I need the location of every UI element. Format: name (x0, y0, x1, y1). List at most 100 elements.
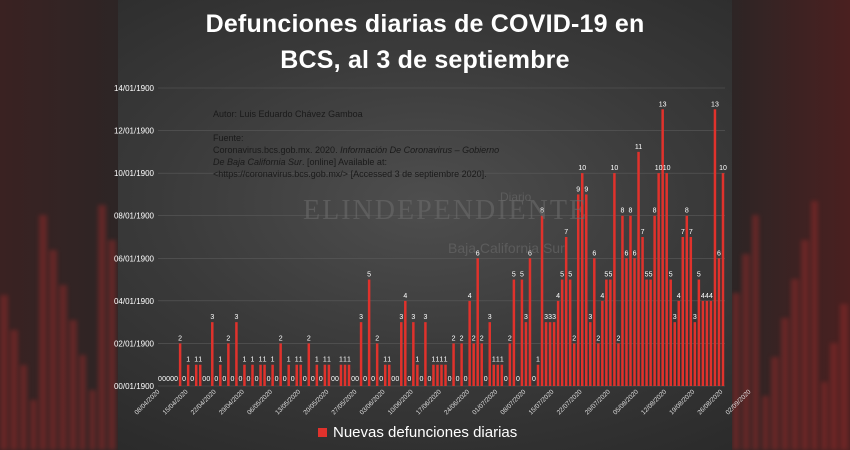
legend-swatch (318, 428, 327, 437)
data-label: 0 (230, 376, 234, 383)
bar (472, 343, 475, 386)
x-tick-label: 29/04/2020 (218, 388, 246, 416)
background-blurred-bar (108, 240, 116, 450)
data-label: 2 (480, 335, 484, 342)
bar (669, 279, 672, 386)
data-label: 10 (578, 165, 586, 172)
data-label: 0 (335, 376, 339, 383)
data-label: 11 (635, 144, 642, 151)
bar (677, 300, 681, 386)
x-tick-label: 06/05/2020 (246, 388, 274, 416)
data-label: 1 (271, 357, 275, 364)
data-label: 7 (641, 229, 645, 236)
background-blurred-bar (19, 365, 28, 450)
data-label: 1 (415, 357, 419, 364)
background-blurred-bar (810, 201, 819, 450)
x-tick-label: 20/05/2020 (302, 388, 330, 416)
data-label: 0 (351, 376, 355, 383)
x-tick-label: 10/06/2020 (387, 388, 415, 416)
x-tick-label: 08/07/2020 (499, 388, 527, 416)
bar (685, 215, 689, 386)
data-label: 1 (492, 357, 496, 364)
data-label: 4 (701, 293, 705, 300)
x-tick-label: 01/07/2020 (471, 388, 499, 416)
data-label: 0 (464, 376, 468, 383)
source-label: Fuente: (213, 133, 244, 143)
bar (709, 300, 713, 386)
bar (198, 364, 202, 386)
data-label: 1 (339, 357, 343, 364)
bar (637, 151, 640, 386)
x-tick-label: 17/06/2020 (415, 388, 443, 416)
data-label: 0 (170, 376, 174, 383)
bar (613, 173, 616, 386)
x-tick-label: 12/08/2020 (640, 388, 668, 416)
data-label: 0 (214, 376, 218, 383)
background-blurred-bar (791, 279, 799, 450)
data-label: 1 (436, 357, 440, 364)
data-label: 4 (600, 293, 604, 300)
data-label: 5 (512, 272, 516, 279)
data-label: 0 (355, 376, 359, 383)
x-tick-label: 15/04/2020 (162, 388, 190, 416)
bar (528, 258, 532, 386)
data-label: 5 (649, 272, 653, 279)
data-label: 2 (460, 335, 464, 342)
author-note: Autor: Luis Eduardo Chávez Gamboa (213, 109, 363, 119)
bar (488, 322, 492, 386)
data-label: 10 (663, 165, 671, 172)
data-label: 0 (275, 376, 279, 383)
data-label: 3 (411, 314, 415, 321)
data-label: 7 (564, 229, 568, 236)
background-blurred-bar (781, 318, 789, 450)
background-blurred-bar (0, 295, 8, 450)
bar (339, 364, 343, 386)
data-label: 0 (182, 376, 186, 383)
data-label: 2 (226, 335, 230, 342)
bar (400, 322, 403, 386)
data-label: 0 (303, 376, 307, 383)
data-label: 9 (576, 186, 580, 193)
bar (271, 364, 274, 386)
bar (564, 237, 568, 386)
bar (560, 279, 564, 386)
bar (524, 322, 528, 386)
bar (186, 364, 190, 386)
data-label: 4 (705, 293, 709, 300)
data-label: 2 (307, 335, 311, 342)
data-label: 13 (711, 101, 719, 108)
bar (717, 258, 721, 386)
data-label: 0 (363, 376, 367, 383)
source-line1-italic: Información De Coronavirus – Gobierno (340, 145, 500, 155)
bar (412, 322, 415, 386)
data-label: 0 (532, 376, 536, 383)
data-label: 0 (504, 376, 508, 383)
y-tick-label: 14/01/1900 (114, 84, 155, 93)
x-tick-label: 22/07/2020 (556, 388, 584, 416)
left-blurred-background (0, 0, 118, 450)
bar (713, 109, 717, 387)
bar (383, 364, 387, 386)
data-label: 0 (427, 376, 431, 383)
data-label: 6 (528, 250, 532, 257)
bar (576, 194, 580, 386)
bar (194, 364, 198, 386)
x-tick-label: 29/07/2020 (584, 388, 612, 416)
background-blurred-bar (39, 215, 48, 450)
bar (404, 300, 407, 386)
data-label: 4 (556, 293, 560, 300)
bar (416, 364, 419, 386)
source-line3: <https://coronavirus.bcs.gob.mx/> [Acces… (213, 169, 487, 179)
data-label: 5 (669, 272, 673, 279)
y-tick-label: 02/01/1900 (114, 339, 155, 348)
x-tick-label: 08/04/2020 (133, 388, 161, 416)
data-label: 2 (596, 335, 600, 342)
data-label: 0 (516, 376, 520, 383)
data-label: 0 (391, 376, 395, 383)
bar (609, 279, 612, 386)
bar (572, 343, 576, 386)
x-tick-label: 22/04/2020 (190, 388, 218, 416)
data-label: 3 (548, 314, 552, 321)
watermark-subtitle: Baja California Sur (448, 240, 565, 256)
data-label: 4 (468, 293, 472, 300)
